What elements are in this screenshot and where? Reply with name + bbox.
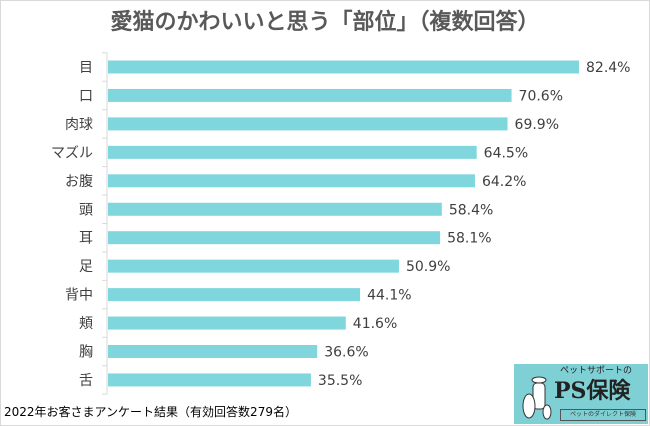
logo-subtitle: ペットサポートの bbox=[560, 366, 633, 376]
category-label: 頬 bbox=[79, 316, 93, 332]
data-label: 35.5% bbox=[318, 373, 362, 389]
bar bbox=[108, 202, 442, 216]
data-label: 69.9% bbox=[515, 117, 559, 133]
bar bbox=[108, 316, 346, 330]
category-label: マズル bbox=[51, 145, 93, 161]
bar bbox=[108, 288, 361, 302]
category-label: 頭 bbox=[79, 202, 93, 218]
data-label: 58.4% bbox=[449, 202, 493, 218]
bar bbox=[108, 259, 399, 273]
category-label: 背中 bbox=[65, 288, 93, 304]
data-label: 58.1% bbox=[447, 231, 491, 247]
chart-title: 愛猫のかわいいと思う「部位」（複数回答） bbox=[110, 10, 540, 35]
bar bbox=[108, 174, 475, 188]
bar bbox=[108, 345, 318, 358]
data-label: 64.2% bbox=[482, 174, 526, 190]
bar bbox=[108, 373, 311, 387]
data-label: 36.6% bbox=[324, 345, 368, 361]
ps-hoken-logo: ペットサポートの PS保険 ペットのダイレクト保険 bbox=[514, 364, 648, 424]
data-label: 64.5% bbox=[484, 145, 528, 161]
bar bbox=[108, 117, 508, 131]
logo-tagline: ペットのダイレクト保険 bbox=[560, 409, 646, 421]
data-label: 70.6% bbox=[519, 88, 563, 104]
category-label: 足 bbox=[79, 259, 93, 275]
data-label: 82.4% bbox=[586, 60, 630, 76]
data-label: 41.6% bbox=[353, 316, 397, 332]
bar bbox=[108, 60, 579, 74]
survey-note: 2022年お客さまアンケート結果（有効回答数279名） bbox=[4, 405, 297, 419]
data-label: 50.9% bbox=[406, 259, 450, 275]
category-label: 肉球 bbox=[65, 117, 93, 133]
category-label: 舌 bbox=[79, 373, 93, 389]
data-label: 44.1% bbox=[367, 288, 411, 304]
bar bbox=[108, 145, 477, 159]
pet-owner-illustration-icon bbox=[522, 376, 552, 420]
bar bbox=[108, 231, 441, 245]
category-label: 目 bbox=[79, 60, 93, 76]
logo-wordmark: PS保険 bbox=[554, 378, 631, 404]
category-label: 胸 bbox=[79, 345, 93, 361]
category-label: お腹 bbox=[65, 173, 93, 190]
category-label: 耳 bbox=[79, 231, 93, 247]
category-label: 口 bbox=[79, 88, 93, 104]
bar bbox=[108, 88, 512, 102]
